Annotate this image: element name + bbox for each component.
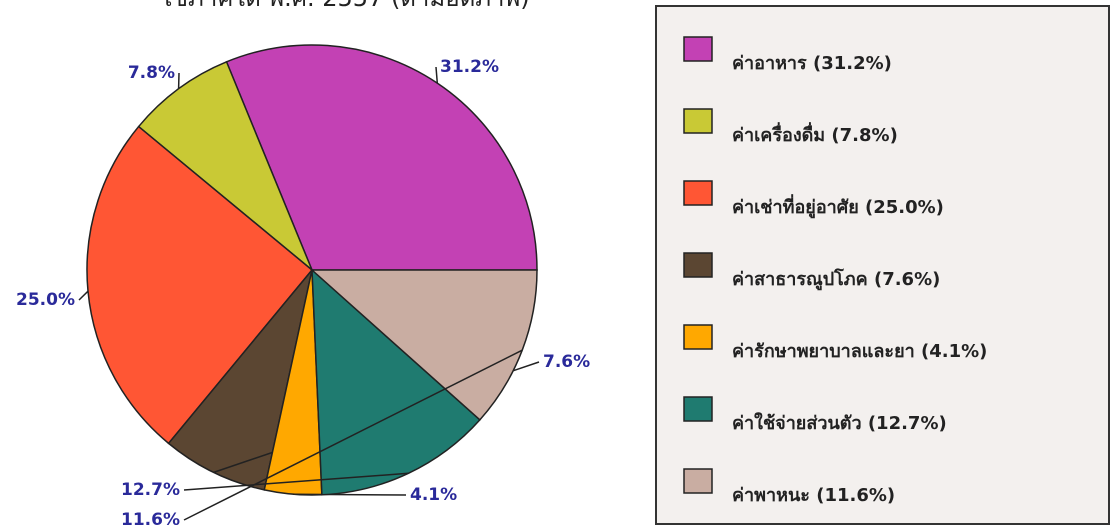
leader-line: [435, 66, 439, 84]
leader-line: [78, 290, 89, 301]
legend-label: ค่าพาหนะ (11.6%): [732, 485, 895, 506]
legend-label: ค่ารักษาพยาบาลและยา (4.1%): [732, 341, 987, 362]
chart-title: ใช้ภาคใต้ พ.ศ. 2557 (ตามอัตภาพ): [160, 0, 530, 12]
legend-label: ค่าอาหาร (31.2%): [732, 53, 892, 74]
leader-line: [183, 472, 409, 491]
legend-swatch: [683, 108, 713, 134]
data-label: 7.8%: [128, 63, 175, 83]
data-label: 12.7%: [121, 480, 180, 500]
legend-swatch: [683, 396, 713, 422]
legend-swatch: [683, 36, 713, 62]
legend-swatch: [683, 324, 713, 350]
legend-label: ค่าสาธารณูปโภค (7.6%): [732, 268, 940, 291]
pie-slice: [86, 125, 314, 445]
leader-line: [183, 349, 523, 521]
data-label: 25.0%: [16, 290, 75, 310]
data-label: 31.2%: [440, 57, 499, 77]
data-label: 4.1%: [410, 485, 457, 505]
pie-slice: [225, 44, 538, 271]
legend-swatch: [683, 468, 713, 494]
data-label: 11.6%: [121, 510, 180, 529]
pie-slice: [137, 60, 313, 271]
legend-swatch: [683, 252, 713, 278]
data-label: 7.6%: [543, 352, 590, 372]
legend-label: ค่าใช้จ่ายส่วนตัว (12.7%): [732, 412, 947, 434]
legend-label: ค่าเครื่องดื่ม (7.8%): [732, 122, 898, 146]
pie-slice: [310, 269, 538, 421]
legend-box: [655, 5, 1110, 525]
leader-line: [292, 493, 407, 496]
legend-swatch: [683, 180, 713, 206]
legend-label: ค่าเช่าที่อยู่อาศัย (25.0%): [732, 194, 944, 219]
